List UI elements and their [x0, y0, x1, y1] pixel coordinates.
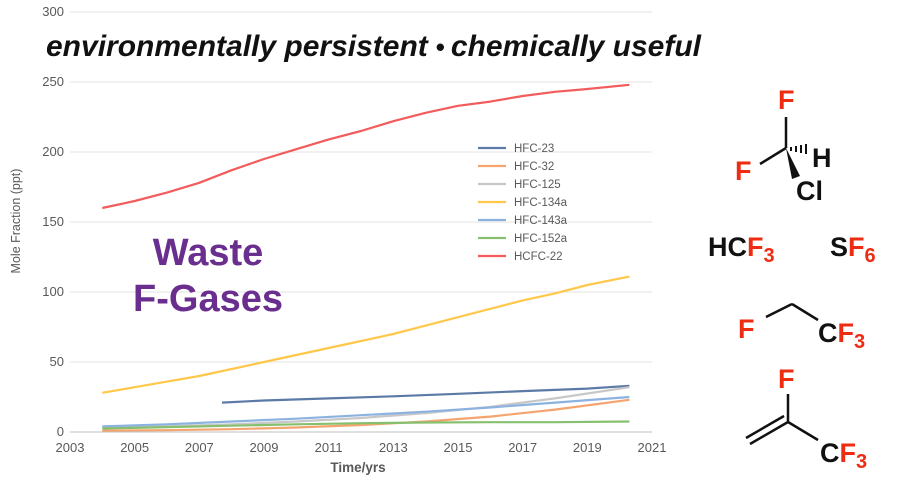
series-line-hfc-134a	[102, 275, 630, 394]
hash-bond-h	[790, 144, 807, 154]
double-bond-1	[749, 420, 789, 446]
y-tick-label: 0	[57, 424, 64, 439]
legend-label: HFC-23	[514, 143, 554, 155]
hfc134a-cf3-f: F	[838, 318, 855, 348]
legend-label: HCFC-22	[514, 251, 563, 263]
x-tick-label: 2007	[185, 440, 214, 455]
hcfc22-f-top: F	[778, 85, 795, 115]
x-tick-label: 2021	[638, 440, 667, 455]
alkene-cf3: CF3	[820, 438, 867, 472]
x-tick-label: 2013	[379, 440, 408, 455]
bond-c-cf3	[791, 302, 819, 322]
series-line-hfc-152a	[102, 420, 630, 430]
bond-c-cf3	[787, 420, 819, 442]
y-tick-label: 150	[42, 214, 64, 229]
alkene-cf3-f: F	[840, 438, 857, 468]
legend: HFC-23 HFC-32 HFC-125 HFC-134a HFC-143a HFC-1…	[478, 143, 568, 263]
sf6-f: F	[848, 232, 865, 262]
hcfc22-f-left: F	[735, 156, 752, 186]
x-tick-label: 2019	[573, 440, 602, 455]
sf6-formula: SF6	[830, 232, 876, 268]
x-tick-label: 2005	[120, 440, 149, 455]
double-bond-2	[745, 414, 785, 440]
alkene-structure: F CF3	[745, 364, 867, 472]
x-axis-title: Time/yrs	[330, 460, 385, 475]
x-tick-label: 2015	[444, 440, 473, 455]
x-tick-label: 2011	[315, 440, 343, 455]
y-tick-label: 100	[42, 284, 64, 299]
tick-labels: 0 50 100 150 200 250 300 2003 2005 2007 2009 2011 20…	[42, 4, 666, 455]
hcf3-sub: 3	[763, 245, 775, 267]
series-lines	[102, 83, 630, 432]
hfc134a-cf3-sub: 3	[854, 331, 865, 353]
sf6-prefix: S	[830, 232, 849, 262]
hcfc22-structure: F F H Cl	[735, 85, 832, 204]
series-line-hcfc-22	[102, 83, 630, 210]
alkene-cf3-sub: 3	[856, 451, 867, 472]
x-tick-label: 2003	[56, 440, 85, 455]
y-axis-title: Mole Fraction (ppt)	[9, 169, 23, 274]
hcf3-formula: HCF3	[708, 232, 775, 268]
sf6-sub: 6	[864, 245, 876, 267]
bond-c-f-left	[759, 146, 787, 166]
hcfc22-cl: Cl	[796, 176, 823, 204]
y-tick-label: 50	[50, 354, 64, 369]
hfc134a-structure: F CF3	[738, 302, 865, 353]
legend-label: HFC-134a	[514, 197, 568, 209]
hcf3-f: F	[747, 232, 764, 262]
x-tick-label: 2009	[250, 440, 279, 455]
hfc134a-c: C	[818, 318, 838, 348]
alkene-f-top: F	[778, 364, 795, 394]
hfc134a-cf3: CF3	[818, 318, 865, 353]
hfc134a-f: F	[738, 314, 755, 344]
series-line-hfc-23	[221, 384, 630, 404]
waste-f-gases-label: Waste F-Gases	[128, 230, 288, 322]
legend-label: HFC-152a	[514, 233, 568, 245]
legend-label: HFC-32	[514, 161, 554, 173]
headline: environmentally persistent • chemically us…	[46, 30, 701, 64]
legend-label: HFC-125	[514, 179, 561, 191]
y-tick-label: 250	[42, 74, 64, 89]
bond-f-c	[765, 302, 793, 319]
x-tick-label: 2017	[508, 440, 537, 455]
series-line-hfc-143a	[102, 395, 630, 428]
y-tick-label: 300	[42, 4, 64, 19]
grid-lines	[70, 11, 652, 433]
legend-label: HFC-143a	[514, 215, 568, 227]
alkene-c: C	[820, 438, 840, 468]
headline-left: environmentally persistent	[46, 30, 428, 63]
wedge-bond-cl	[786, 148, 800, 179]
y-tick-label: 200	[42, 144, 64, 159]
hcfc22-h: H	[812, 143, 832, 173]
hcf3-prefix: HC	[708, 232, 747, 262]
bullet-separator: •	[435, 32, 445, 62]
waste-line-1: Waste	[152, 232, 264, 274]
headline-right: chemically useful	[450, 30, 702, 63]
series-line-hfc-32	[102, 398, 630, 432]
waste-line-2: F-Gases	[133, 278, 283, 320]
